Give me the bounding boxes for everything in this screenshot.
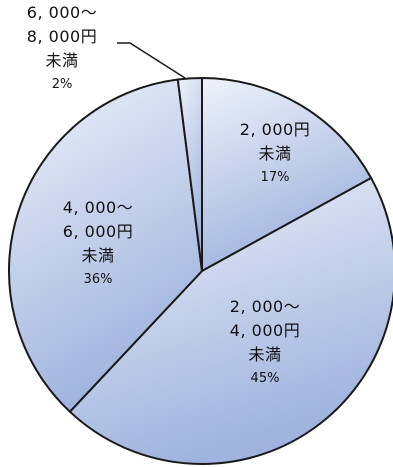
- slice-label-3-line-3: 未満: [81, 246, 114, 265]
- slice-percent-1: 17%: [261, 170, 290, 185]
- slice-label-4-line-1: 6, 000～: [27, 3, 97, 22]
- slice-label-2-line-1: 2, 000～: [230, 297, 300, 316]
- slice-percent-2: 45%: [251, 371, 280, 386]
- slice-label-2-line-2: 4, 000円: [230, 321, 300, 340]
- slice-label-3-line-2: 6, 000円: [63, 222, 133, 241]
- pie-slice-2: [68, 176, 393, 465]
- pie-slice-1: [201, 76, 373, 273]
- pie-slice-4: [176, 76, 203, 272]
- pie-slice-3: [8, 78, 204, 414]
- slice-label-3-line-1: 4, 000～: [63, 198, 133, 217]
- slice-label-4-line-2: 8, 000円: [27, 27, 97, 46]
- slice-label-1-line-2: 未満: [258, 144, 291, 163]
- slice-label-1-line-1: 2, 000円: [240, 120, 310, 139]
- slice-percent-4: 2%: [52, 77, 73, 92]
- leader-line-4: [117, 42, 186, 79]
- slice-percent-3: 36%: [84, 272, 113, 287]
- slice-label-2-line-3: 未満: [248, 345, 281, 364]
- slice-label-4-line-3: 未満: [45, 51, 78, 70]
